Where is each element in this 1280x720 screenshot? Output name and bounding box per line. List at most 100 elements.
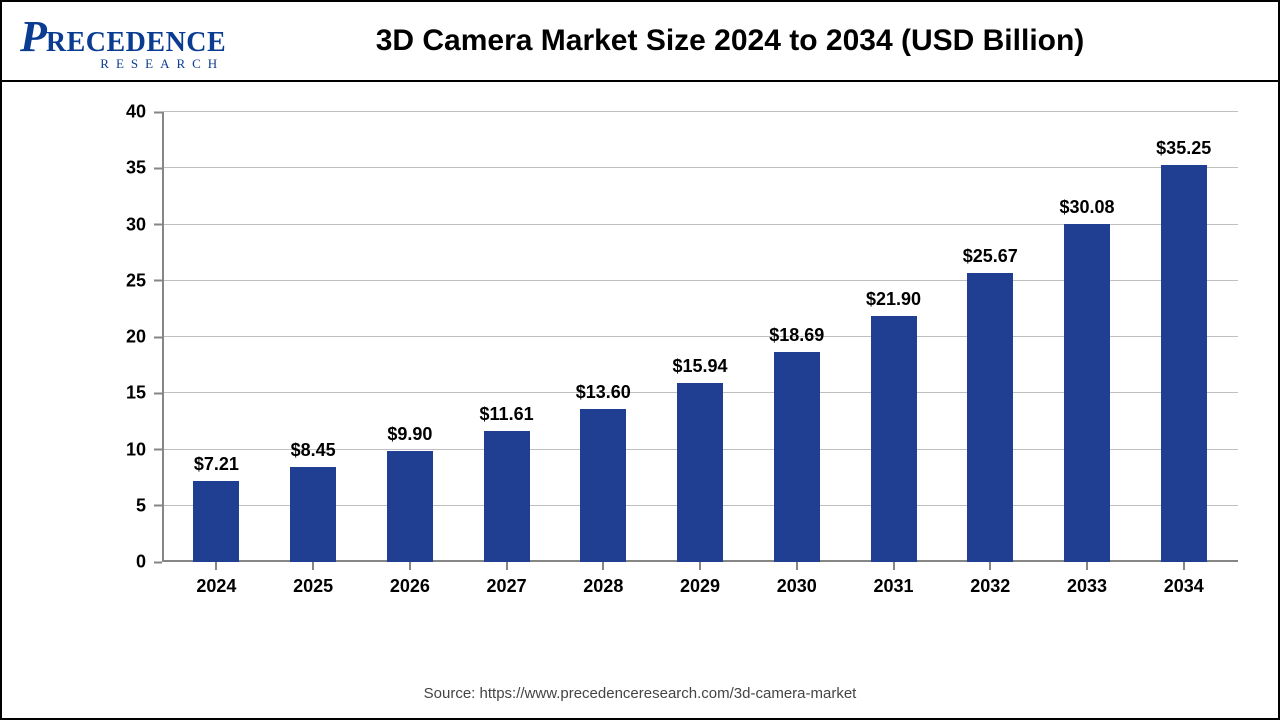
bar-slot: $18.69 [748,112,845,562]
source-citation: Source: https://www.precedenceresearch.c… [2,685,1278,702]
bar-value-label: $30.08 [1059,197,1114,218]
y-tick-mark [154,505,162,507]
y-tick: 35 [126,158,162,179]
y-tick-mark [154,111,162,113]
y-tick: 40 [126,102,162,123]
title-container: 3D Camera Market Size 2024 to 2034 (USD … [242,24,1278,58]
y-tick-mark [154,561,162,563]
bar-rect [1161,165,1207,562]
chart-area: 0510152025303540 $7.21$8.45$9.90$11.61$1… [2,82,1278,642]
x-tick-mark [699,562,701,570]
chart-container: PRECEDENCE RESEARCH 3D Camera Market Siz… [0,0,1280,720]
bar-slot: $15.94 [652,112,749,562]
x-tick-label: 2030 [777,576,817,597]
bar-rect [871,316,917,562]
bar-slot: $11.61 [458,112,555,562]
x-tick: 2032 [942,562,1039,602]
y-tick: 5 [136,495,162,516]
bar-value-label: $35.25 [1156,138,1211,159]
x-tick-mark [1183,562,1185,570]
bar-value-label: $25.67 [963,246,1018,267]
bar-rect [484,431,530,562]
bar-value-label: $7.21 [194,454,239,475]
bar-slot: $7.21 [168,112,265,562]
x-tick-mark [989,562,991,570]
bar-value-label: $21.90 [866,289,921,310]
y-tick-mark [154,224,162,226]
y-tick-label: 40 [126,102,154,123]
y-tick-mark [154,336,162,338]
y-tick: 30 [126,214,162,235]
y-tick-mark [154,449,162,451]
x-tick: 2033 [1039,562,1136,602]
bar-value-label: $13.60 [576,382,631,403]
logo: PRECEDENCE RESEARCH [2,2,242,80]
bar-rect [1064,224,1110,562]
y-tick-label: 0 [136,552,154,573]
x-tick-label: 2033 [1067,576,1107,597]
y-tick-label: 20 [126,327,154,348]
y-tick: 20 [126,327,162,348]
y-tick-label: 30 [126,214,154,235]
y-tick-label: 35 [126,158,154,179]
x-tick-label: 2029 [680,576,720,597]
x-tick-label: 2027 [487,576,527,597]
logo-text: RECEDENCE [46,27,226,58]
y-tick-label: 10 [126,439,154,460]
bar-rect [580,409,626,562]
chart-title: 3D Camera Market Size 2024 to 2034 (USD … [376,24,1085,58]
y-tick-mark [154,167,162,169]
x-tick-mark [215,562,217,570]
bar-value-label: $15.94 [673,356,728,377]
x-axis: 2024 2025 2026 2027 2028 2029 2030 2031 2032 2033… [162,562,1238,602]
y-tick: 15 [126,383,162,404]
bar-value-label: $9.90 [387,424,432,445]
header: PRECEDENCE RESEARCH 3D Camera Market Siz… [2,2,1278,82]
bar-slot: $35.25 [1135,112,1232,562]
bar-slot: $9.90 [361,112,458,562]
x-tick: 2027 [458,562,555,602]
x-tick: 2028 [555,562,652,602]
bar-value-label: $8.45 [291,440,336,461]
x-tick-mark [893,562,895,570]
x-tick-mark [409,562,411,570]
bar-rect [967,273,1013,562]
y-tick-mark [154,392,162,394]
x-tick-label: 2031 [873,576,913,597]
y-tick: 0 [136,552,162,573]
bar-slot: $21.90 [845,112,942,562]
bar-value-label: $18.69 [769,325,824,346]
y-tick-label: 5 [136,495,154,516]
x-tick-mark [796,562,798,570]
x-tick-mark [506,562,508,570]
bar-slot: $25.67 [942,112,1039,562]
bar-rect [387,451,433,562]
x-tick-label: 2024 [196,576,236,597]
y-axis: 0510152025303540 [42,112,162,562]
x-tick: 2024 [168,562,265,602]
x-tick: 2030 [748,562,845,602]
plot: 0510152025303540 $7.21$8.45$9.90$11.61$1… [42,112,1238,602]
x-tick: 2031 [845,562,942,602]
bar-rect [290,467,336,562]
x-tick-label: 2032 [970,576,1010,597]
x-tick: 2034 [1135,562,1232,602]
x-tick: 2026 [361,562,458,602]
x-tick: 2029 [652,562,749,602]
bar-slot: $13.60 [555,112,652,562]
bar-rect [677,383,723,562]
bar-slot: $30.08 [1039,112,1136,562]
x-tick-label: 2034 [1164,576,1204,597]
x-tick-label: 2025 [293,576,333,597]
y-tick-mark [154,280,162,282]
y-tick-label: 25 [126,270,154,291]
bar-rect [193,481,239,562]
x-tick-mark [312,562,314,570]
bar-rect [774,352,820,562]
x-tick: 2025 [265,562,362,602]
x-tick-mark [602,562,604,570]
x-tick-label: 2026 [390,576,430,597]
bar-slot: $8.45 [265,112,362,562]
y-tick: 10 [126,439,162,460]
bars-container: $7.21 $8.45 $9.90 $11.61 $13.60 $15.94 $18.69 $… [162,112,1238,562]
